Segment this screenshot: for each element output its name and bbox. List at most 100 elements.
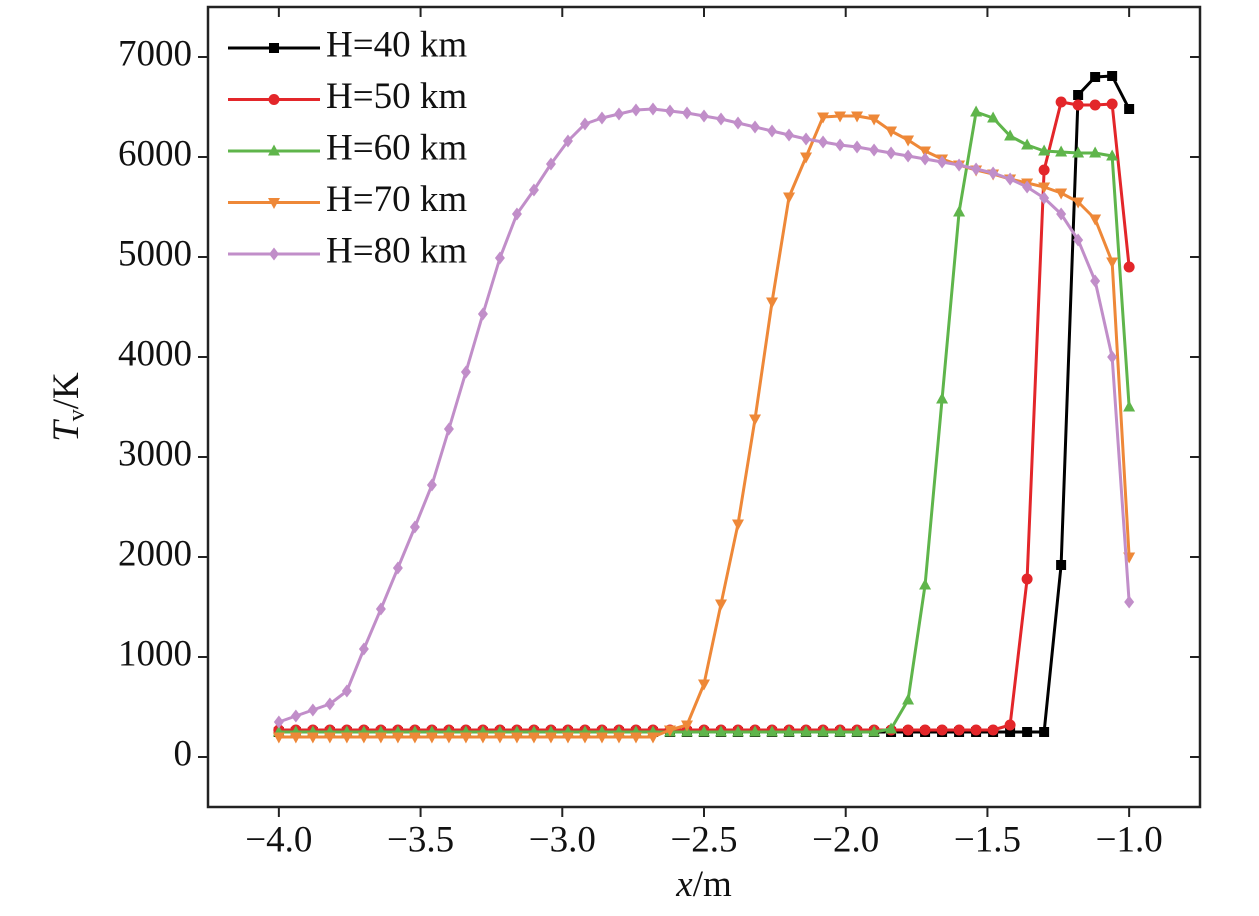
data-point bbox=[1022, 180, 1033, 194]
data-point bbox=[698, 679, 710, 691]
legend-label: H=50 km bbox=[326, 76, 467, 117]
data-point bbox=[1090, 274, 1101, 288]
data-point bbox=[663, 725, 676, 737]
data-point bbox=[409, 520, 420, 534]
data-point bbox=[341, 684, 352, 698]
data-point bbox=[272, 732, 285, 744]
data-point bbox=[391, 732, 404, 744]
data-point bbox=[783, 725, 796, 737]
legend-label: H=40 km bbox=[326, 24, 467, 65]
data-point bbox=[767, 124, 778, 138]
data-point bbox=[579, 117, 590, 131]
data-point bbox=[732, 725, 745, 737]
x-tick-label: −2.5 bbox=[670, 819, 737, 860]
data-point bbox=[920, 152, 931, 166]
data-point bbox=[970, 105, 983, 117]
data-point bbox=[852, 140, 863, 154]
data-point bbox=[1124, 595, 1135, 609]
data-point bbox=[902, 135, 915, 147]
legend-marker bbox=[268, 94, 280, 105]
data-point bbox=[1056, 207, 1067, 221]
legend-label: H=60 km bbox=[326, 127, 467, 168]
x-axis-label: x/m bbox=[675, 864, 732, 905]
data-point bbox=[885, 722, 898, 734]
data-point bbox=[698, 725, 710, 737]
data-point bbox=[1106, 149, 1119, 161]
data-point bbox=[835, 138, 846, 152]
data-point bbox=[919, 578, 932, 590]
data-point bbox=[561, 732, 574, 744]
x-tick-label: −1.5 bbox=[954, 819, 1021, 860]
data-point bbox=[408, 732, 421, 744]
data-point bbox=[460, 365, 471, 379]
data-point bbox=[1021, 138, 1034, 150]
data-point bbox=[1106, 98, 1118, 110]
data-point bbox=[596, 111, 607, 125]
data-point bbox=[562, 134, 573, 148]
x-tick-label: −1.0 bbox=[1096, 819, 1163, 860]
data-point bbox=[629, 732, 642, 744]
y-tick-label: 5000 bbox=[118, 233, 192, 274]
data-point bbox=[1005, 172, 1016, 186]
data-point bbox=[817, 725, 830, 737]
data-point bbox=[1022, 727, 1033, 737]
series-line bbox=[278, 74, 1131, 734]
data-point bbox=[868, 725, 881, 737]
data-point bbox=[374, 732, 387, 744]
data-point bbox=[306, 732, 319, 744]
data-point bbox=[834, 725, 847, 737]
data-point bbox=[1073, 90, 1084, 100]
data-point bbox=[988, 166, 999, 180]
data-point bbox=[375, 602, 386, 616]
data-point bbox=[1056, 560, 1067, 570]
data-point bbox=[1089, 214, 1102, 226]
data-point bbox=[851, 111, 864, 123]
data-point bbox=[971, 162, 982, 176]
data-point bbox=[868, 114, 881, 126]
data-point bbox=[869, 143, 880, 157]
data-point bbox=[476, 732, 489, 744]
data-point bbox=[749, 725, 762, 737]
data-point bbox=[511, 207, 522, 221]
data-point bbox=[1038, 182, 1051, 194]
data-point bbox=[970, 724, 982, 736]
data-point bbox=[749, 414, 762, 426]
data-point bbox=[886, 146, 897, 160]
data-point bbox=[647, 102, 658, 116]
data-point bbox=[750, 120, 761, 134]
data-point bbox=[834, 111, 847, 123]
data-point bbox=[1021, 573, 1033, 585]
data-point bbox=[801, 132, 812, 146]
data-point bbox=[426, 478, 437, 492]
y-tick-label: 4000 bbox=[118, 333, 192, 374]
data-point bbox=[646, 732, 659, 744]
y-tick-label: 2000 bbox=[118, 533, 192, 574]
data-point bbox=[715, 725, 728, 737]
data-point bbox=[818, 135, 829, 149]
data-point bbox=[1123, 261, 1135, 273]
data-point bbox=[817, 112, 830, 124]
data-point bbox=[664, 104, 675, 118]
data-point bbox=[273, 715, 284, 729]
data-point bbox=[800, 725, 813, 737]
data-point bbox=[323, 732, 336, 744]
x-label-unit: /m bbox=[693, 864, 732, 905]
data-point bbox=[510, 732, 523, 744]
data-point bbox=[987, 724, 999, 736]
data-point bbox=[919, 146, 932, 158]
data-point bbox=[851, 725, 864, 737]
data-point bbox=[1072, 99, 1084, 111]
data-point bbox=[885, 126, 898, 138]
y-label-subscript: v bbox=[64, 409, 90, 421]
data-point bbox=[1039, 727, 1050, 737]
data-point bbox=[954, 158, 965, 172]
data-point bbox=[699, 109, 709, 123]
legend-label: H=70 km bbox=[326, 179, 467, 220]
data-point bbox=[392, 561, 403, 575]
data-point bbox=[1038, 164, 1050, 176]
data-point bbox=[1039, 191, 1050, 205]
data-point bbox=[290, 709, 301, 723]
data-point bbox=[800, 152, 813, 164]
data-point bbox=[937, 155, 948, 169]
